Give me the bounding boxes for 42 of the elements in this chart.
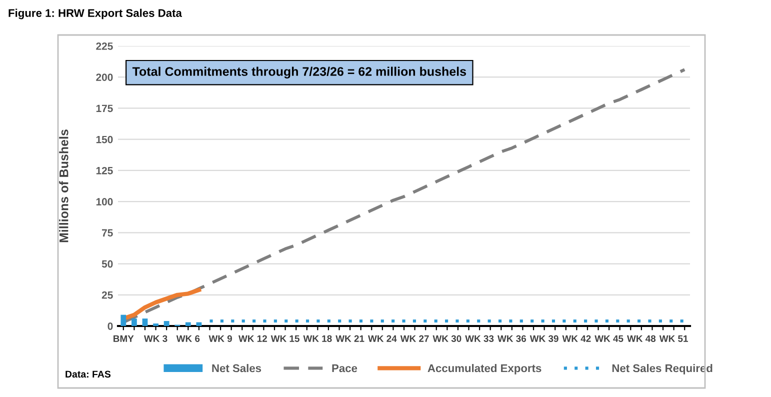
y-tick-label: 225: [96, 42, 113, 50]
y-tick-label: 100: [96, 198, 113, 206]
bar: [185, 322, 191, 326]
x-tick-label: WK 15: [270, 335, 300, 342]
bar: [131, 318, 137, 326]
legend-label: Net Sales Required: [612, 364, 712, 374]
legend-label: Net Sales: [212, 364, 262, 372]
x-tick-label: WK 3: [144, 335, 168, 342]
bar: [142, 318, 148, 326]
bar: [196, 322, 202, 326]
legend-label: Pace: [332, 364, 358, 372]
chart-title: Figure 1: HRW Export Sales Data: [8, 8, 182, 20]
x-tick-label: WK 12: [238, 335, 267, 342]
y-tick-label: 0: [108, 322, 113, 330]
y-tick-label: 150: [96, 136, 113, 144]
legend-label: Accumulated Exports: [428, 364, 542, 374]
x-tick-label: WK 48: [627, 335, 656, 342]
bar: [120, 314, 126, 326]
y-axis-title: Millions of Bushels: [59, 130, 68, 242]
y-tick-label: 75: [102, 229, 113, 237]
y-tick-label: 25: [102, 291, 113, 299]
text: Data: FAS: [66, 370, 111, 378]
x-tick-label: WK 9: [208, 335, 232, 342]
x-tick-label: WK 30: [432, 335, 462, 342]
annotation: Total Commitments through 7/23/26 = 62 million bushels: [132, 66, 466, 78]
x-tick-label: WK 51: [659, 335, 688, 342]
y-tick-label: 175: [96, 104, 113, 112]
y-tick-label: 200: [96, 74, 113, 81]
x-tick-label: WK 27: [400, 335, 429, 342]
x-tick-label: WK 24: [368, 335, 397, 342]
x-tick-label: WK 18: [303, 335, 332, 342]
x-tick-label: WK 33: [465, 335, 494, 342]
y-tick-label: 125: [96, 166, 113, 174]
bar: [164, 321, 170, 326]
x-tick-label: WK 42: [562, 335, 591, 342]
x-tick-label: WK 39: [530, 335, 558, 342]
x-tick-label: WK 21: [336, 335, 364, 342]
x-tick-label: WK 45: [594, 335, 624, 342]
x-tick-label: BMY: [114, 335, 134, 342]
y-tick-label: 50: [102, 260, 113, 268]
x-tick-label: WK 36: [498, 335, 526, 342]
x-tick-label: WK 6: [176, 335, 200, 342]
